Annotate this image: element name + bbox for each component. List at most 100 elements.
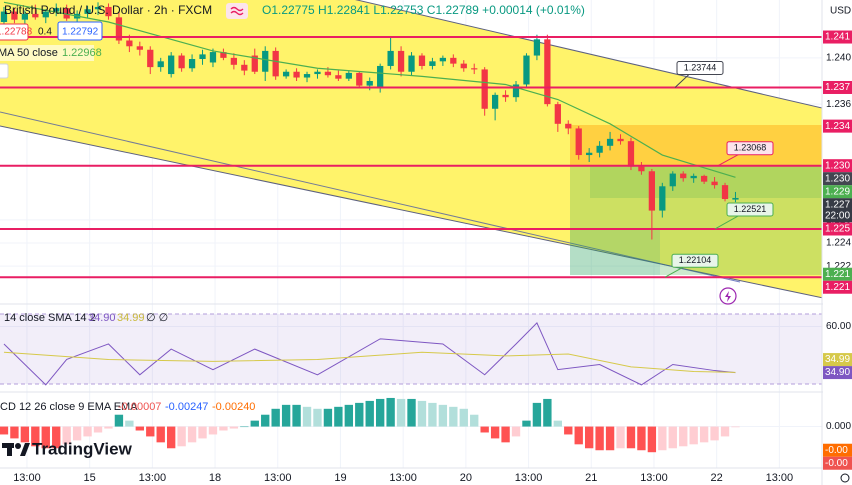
histogram-bar	[240, 426, 249, 428]
channel-lower	[0, 125, 822, 299]
histogram-bar	[438, 404, 448, 427]
histogram-bar	[710, 426, 719, 441]
histogram-bar	[375, 398, 385, 427]
candle-body	[366, 80, 373, 86]
candle-body	[94, 6, 102, 10]
buy-price[interactable]: 1.22792	[62, 27, 99, 38]
histogram-bar	[166, 426, 176, 449]
x-tick-label: 13:00	[766, 472, 794, 484]
histogram-bar	[104, 426, 113, 429]
candle-body	[126, 40, 133, 47]
candle-body	[732, 197, 739, 200]
indicator-line	[3, 351, 736, 373]
drawings	[0, 0, 822, 299]
indicator-label: 34.90	[825, 367, 850, 378]
annotation-connector	[714, 214, 741, 230]
macd-legend-macd: -0.00247	[165, 401, 208, 413]
histogram-bar	[41, 426, 50, 449]
price-label-box	[823, 119, 852, 133]
price-label-box	[823, 198, 852, 223]
x-tick-label: 22	[711, 472, 723, 484]
logo-part	[7, 443, 12, 456]
candle-body	[63, 8, 70, 19]
candle-body	[377, 65, 384, 88]
histogram-bar	[10, 426, 19, 439]
y-tick-label: 1.224	[826, 238, 851, 249]
axes: USD 13:00 15 13:00 18 13:00 19 13:00 20 13:00 21 1…	[13, 0, 852, 485]
candle-body	[11, 11, 18, 20]
candle-body	[533, 39, 541, 56]
histogram-bar	[605, 426, 615, 451]
candle-body	[523, 55, 530, 85]
histogram-bar	[396, 398, 406, 427]
candle-body	[293, 71, 300, 78]
histogram-bar	[208, 426, 218, 435]
x-tick-label: 13:00	[139, 472, 167, 484]
candle-body	[648, 171, 656, 211]
candle-body	[335, 75, 342, 79]
histogram-bar	[470, 414, 479, 427]
histogram-bar	[355, 402, 364, 427]
price-label: -0.00	[825, 445, 848, 456]
price-label: 1.227	[825, 199, 850, 210]
histogram-bar	[731, 426, 740, 428]
annotation-connector	[674, 73, 691, 88]
annotation-box	[676, 60, 724, 75]
histogram-bar	[511, 426, 521, 437]
price-label-box	[823, 30, 852, 44]
histogram-bar	[668, 426, 677, 449]
histogram-bar	[501, 426, 510, 443]
macd-legend-hist: -0.00007	[118, 401, 161, 413]
alert-glyph	[230, 6, 244, 16]
histogram-bar	[595, 426, 604, 451]
sell-price[interactable]: 1.22788	[0, 27, 33, 38]
sell-box[interactable]	[0, 23, 29, 41]
x-tick-label: 13:00	[13, 472, 41, 484]
chart-title: British Pound / U.S. Dollar · 2h · FXCM	[4, 3, 212, 17]
settings-icon[interactable]	[840, 473, 850, 483]
histogram-bar	[198, 426, 207, 439]
price-label-box	[823, 222, 852, 236]
histogram-bar	[261, 414, 270, 427]
indicator-label-box	[823, 353, 852, 367]
rsi-sma-legend-value: 34.99	[117, 312, 145, 324]
histogram-bar	[334, 406, 343, 427]
annotation-connector	[717, 153, 741, 167]
price-label-box	[823, 443, 852, 457]
candle-body	[700, 175, 708, 182]
candle-body	[345, 72, 352, 79]
candle-body	[418, 55, 426, 66]
histogram-bar	[522, 420, 531, 427]
candle-body	[282, 71, 290, 77]
candle-body	[397, 50, 405, 72]
histogram-bar	[637, 426, 646, 451]
target-zone-low	[570, 229, 660, 275]
candle-body	[439, 57, 447, 62]
histogram-bar	[365, 400, 374, 427]
collapse-button[interactable]	[0, 63, 9, 79]
histogram-bar	[250, 420, 259, 427]
histogram-bar	[93, 426, 103, 433]
annotation-label: 1.23068	[734, 143, 767, 153]
brand: TradingView	[32, 439, 133, 458]
candle-body	[251, 55, 258, 72]
histogram-bar	[386, 397, 395, 427]
candle-body	[575, 128, 582, 156]
buy-box[interactable]	[57, 21, 103, 41]
x-tick-label: 13:00	[640, 472, 668, 484]
price-label-box	[823, 456, 852, 470]
price-label: 1.230	[825, 173, 850, 184]
histogram-bar	[20, 426, 30, 443]
histogram-bar	[83, 426, 92, 437]
ma-legend-name: MA 50 close	[0, 47, 58, 59]
candle-body	[115, 17, 123, 41]
candle-body	[669, 173, 676, 187]
candle-body	[450, 57, 457, 64]
histogram-bar	[292, 404, 301, 427]
y-tick-label: 1.222	[826, 261, 851, 272]
histogram-bar	[125, 420, 134, 427]
histogram-bar	[271, 408, 280, 427]
candle-body	[0, 11, 8, 22]
histogram-bar	[177, 426, 186, 447]
